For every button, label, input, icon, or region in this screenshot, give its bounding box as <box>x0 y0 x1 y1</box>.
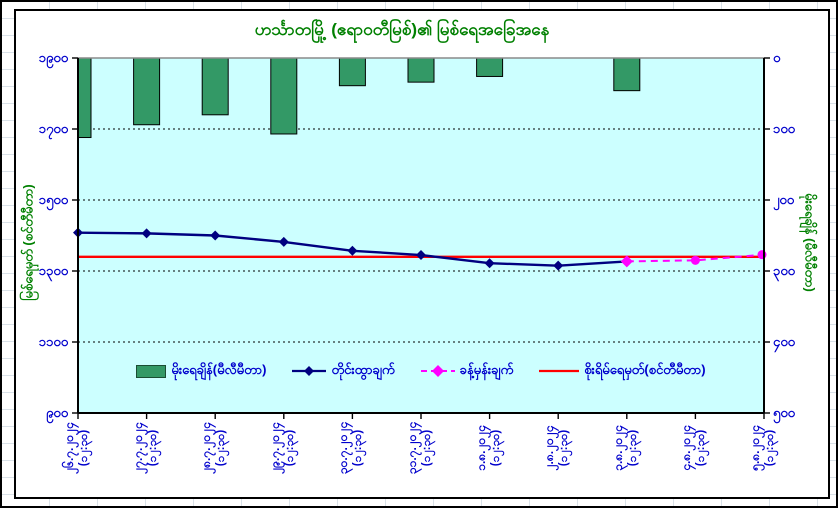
x-axis-label-date: ၂၈.၇.၂၀၂၄ <box>199 422 214 474</box>
x-axis-label-date: ၄.၈.၂၀၂၄ <box>679 425 694 471</box>
rainfall-bar <box>476 57 504 77</box>
x-axis-label: ၃၀.၇.၂၀၂၄ (၁၂:၃၀) <box>336 416 368 480</box>
x-axis-label-time: (၁၂:၃၀) <box>146 429 159 467</box>
x-axis-label-time: (၁၂:၃၀) <box>352 429 365 467</box>
rainfall-bar <box>133 57 161 126</box>
y-left-tick-label: ၁၃၀၀ <box>38 263 68 278</box>
x-axis-label: ၄.၈.၂၀၂၄ (၁၂:၃၀) <box>679 416 711 480</box>
x-axis-label: ၁.၈.၂၀၂၄ (၁၂:၃၀) <box>474 416 506 480</box>
x-axis-label-date: ၅.၈.၂၀၂၄ <box>748 425 762 471</box>
legend-item-danger: စိုးရိမ်ရေမှတ်(စင်တီမီတာ) <box>539 361 706 381</box>
measured-line-swatch-icon <box>292 366 327 376</box>
x-axis-label: ၂၈.၇.၂၀၂၄ (၁၂:၃၀) <box>199 416 231 480</box>
measured-point-marker <box>278 236 289 247</box>
chart-title: ဟင်္သာတမြို့ (ဧရာဝတီမြစ်)၏ မြစ်ရေအခြေအနေ <box>254 20 550 39</box>
y-left-tick-label: ၁၅၀၀ <box>38 192 68 207</box>
rainfall-bar-swatch-icon <box>136 364 167 378</box>
measured-point-marker <box>553 260 564 271</box>
x-axis-label: ၂၆.၇.၂၀၂၄ (၁၂:၃၀) <box>62 416 94 480</box>
measured-point-marker <box>347 245 358 256</box>
plot-area <box>72 57 770 419</box>
legend-item-rainfall: မိုးရေချိန်(မီလီမီတာ) <box>136 362 266 381</box>
y-right-tick-label: ၃၀၀ <box>773 263 795 278</box>
forecast-line <box>626 253 765 263</box>
y-right-tick-label: ၁၀၀ <box>773 121 795 136</box>
x-axis-label-time: (၁၂:၃၀) <box>421 429 433 467</box>
legend-label-rainfall: မိုးရေချိန်(မီလီမီတာ) <box>171 361 267 377</box>
measured-point-marker <box>484 258 495 269</box>
x-axis-label-date: ၃၀.၇.၂၀၂၄ <box>336 421 351 475</box>
x-axis-label-time: (၁၂:၃၀) <box>764 429 776 467</box>
river-level-chart: ဟင်္သာတမြို့ (ဧရာဝတီမြစ်)၏ မြစ်ရေအခြေအနေ… <box>14 9 830 499</box>
x-axis-label-time: (၁၂:၃၀) <box>78 429 90 467</box>
forecast-point-marker <box>690 255 700 265</box>
y-left-tick-label: ၉၀၀ <box>46 405 68 420</box>
x-axis-label-time: (၁၂:၃၀) <box>283 429 296 467</box>
rainfall-bar <box>338 57 366 87</box>
y-left-tick-label: ၁၁၀၀ <box>38 334 68 349</box>
x-axis-label: ၃.၈.၂၀၂၄ (၁၂:၃၀) <box>611 416 643 480</box>
forecast-line-swatch-icon <box>420 365 455 377</box>
x-axis-label-date: ၃.၈.၂၀၂၄ <box>610 425 625 471</box>
forecast-point-marker <box>757 250 767 260</box>
x-axis-label: ၃၁.၇.၂၀၂၄ (၁၂:၃၀) <box>405 416 437 480</box>
x-axis-label: ၂၉.၇.၂၀၂၄ (၁၂:၃၀) <box>268 416 300 480</box>
forecast-point-marker <box>620 255 633 268</box>
y-left-tick-label: ၁၇၀၀ <box>38 121 68 136</box>
y-right-tick-label: ၂၀၀ <box>773 192 795 207</box>
y-left-tick-label: ၁၉၀၀ <box>38 50 68 65</box>
x-axis-label-date: ၂၇.၇.၂၀၂၄ <box>130 422 145 474</box>
x-axis-label: ၂.၈.၂၀၂၄ (၁၂:၃၀) <box>542 416 574 480</box>
rainfall-bar <box>270 57 298 135</box>
rainfall-bar <box>77 57 92 139</box>
x-axis-label: ၅.၈.၂၀၂၄ (၁၂:၃၀) <box>748 416 780 480</box>
x-axis-label-date: ၃၁.၇.၂၀၂၄ <box>405 421 419 475</box>
legend-item-measured: တိုင်းထွာချက် <box>292 361 395 381</box>
legend-item-forecast: ခန့်မှန်းချက် <box>420 361 514 381</box>
x-axis-label-date: ၂.၈.၂၀၂၄ <box>542 425 557 471</box>
rainfall-bar <box>613 57 641 92</box>
y-right-tick-label: ၀ <box>773 50 781 65</box>
legend-label-forecast: ခန့်မှန်းချက် <box>459 361 514 377</box>
measured-point-marker <box>416 250 426 261</box>
legend-label-measured: တိုင်းထွာချက် <box>331 361 395 377</box>
x-axis-label-date: ၁.၈.၂၀၂၄ <box>473 425 488 471</box>
x-axis-label-time: (၁၂:၃၀) <box>489 429 502 467</box>
x-axis-label-time: (၁၂:၃၀) <box>215 429 228 467</box>
danger-line-swatch-icon <box>539 369 580 373</box>
x-axis-label: ၂၇.၇.၂၀၂၄ (၁၂:၃၀) <box>131 416 163 480</box>
y-right-tick-label: ၅၀၀ <box>773 405 795 420</box>
measured-point-marker <box>141 228 152 239</box>
x-axis-label-date: ၂၉.၇.၂၀၂၄ <box>267 422 282 474</box>
x-axis-label-time: (၁၂:၃၀) <box>626 429 639 467</box>
x-axis-label-date: ၂၆.၇.၂၀၂၄ <box>62 422 76 474</box>
rainfall-bar <box>407 57 435 83</box>
legend-label-danger: စိုးရိမ်ရေမှတ်(စင်တီမီတာ) <box>584 361 706 377</box>
measured-point-marker <box>210 230 221 241</box>
x-axis-label-time: (၁၂:၃၀) <box>695 429 708 467</box>
legend: မိုးရေချိန်(မီလီမီတာ) တိုင်းထွာချက် ခန့်… <box>78 358 764 384</box>
y-right-tick-label: ၄၀၀ <box>773 334 795 349</box>
x-axis-label-time: (၁၂:၃၀) <box>558 429 571 467</box>
rainfall-bar <box>201 57 229 116</box>
